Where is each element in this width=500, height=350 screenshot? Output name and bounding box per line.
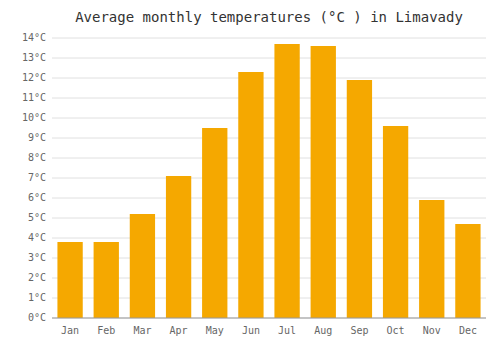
x-tick-label: Jul <box>278 325 296 336</box>
bar <box>57 242 82 318</box>
x-tick-label: Oct <box>387 325 405 336</box>
bars <box>57 44 480 318</box>
x-axis: Jan Feb Mar Apr May Jun Jul Aug Sep Oct Nov Dec <box>61 325 477 336</box>
x-tick-label: Dec <box>459 325 477 336</box>
bar <box>166 176 191 318</box>
bar <box>274 44 299 318</box>
grid-line <box>52 58 486 59</box>
chart-container: Average monthly temperatures (°C ) in Li… <box>0 0 500 350</box>
grid-line <box>52 98 486 99</box>
x-tick-label: Aug <box>314 325 332 336</box>
x-tick-label: Feb <box>97 325 115 336</box>
y-tick-label: 1°C <box>28 292 46 303</box>
grid-line <box>52 198 486 199</box>
y-tick-label: 7°C <box>28 172 46 183</box>
x-tick-label: Mar <box>133 325 151 336</box>
bar <box>238 72 263 318</box>
x-tick-label: Jun <box>242 325 260 336</box>
y-tick-label: 10°C <box>22 112 46 123</box>
x-tick-label: Nov <box>423 325 441 336</box>
bar <box>130 214 155 318</box>
y-tick-label: 4°C <box>28 232 46 243</box>
bar <box>202 128 227 318</box>
grid-line <box>52 318 486 319</box>
y-axis: 0°C 1°C 2°C 3°C 4°C 5°C 6°C 7°C 8°C 9°C 10°C 11°C 12… <box>22 32 46 323</box>
x-tick-label: Apr <box>170 325 188 336</box>
x-axis-line <box>52 318 486 319</box>
grid-line <box>52 158 486 159</box>
grid-line <box>52 38 486 39</box>
y-tick-label: 6°C <box>28 192 46 203</box>
y-tick-label: 2°C <box>28 272 46 283</box>
y-tick-label: 11°C <box>22 92 46 103</box>
bar <box>347 80 372 318</box>
bar <box>94 242 119 318</box>
chart: Average monthly temperatures (°C ) in Li… <box>0 0 500 350</box>
x-tick-label: May <box>206 325 224 336</box>
y-tick-label: 13°C <box>22 52 46 63</box>
grid-line <box>52 138 486 139</box>
y-tick-label: 14°C <box>22 32 46 43</box>
y-tick-label: 9°C <box>28 132 46 143</box>
title: Average monthly temperatures (°C ) in Li… <box>75 9 463 25</box>
bar <box>419 200 444 318</box>
grid-line <box>52 78 486 79</box>
bar <box>311 46 336 318</box>
y-tick-label: 0°C <box>28 312 46 323</box>
y-tick-label: 5°C <box>28 212 46 223</box>
y-tick-label: 3°C <box>28 252 46 263</box>
grid-line <box>52 178 486 179</box>
y-tick-label: 8°C <box>28 152 46 163</box>
grid <box>52 38 486 318</box>
grid-line <box>52 118 486 119</box>
bar <box>383 126 408 318</box>
x-tick-label: Sep <box>350 325 368 336</box>
y-tick-label: 12°C <box>22 72 46 83</box>
x-tick-label: Jan <box>61 325 79 336</box>
bar <box>455 224 480 318</box>
